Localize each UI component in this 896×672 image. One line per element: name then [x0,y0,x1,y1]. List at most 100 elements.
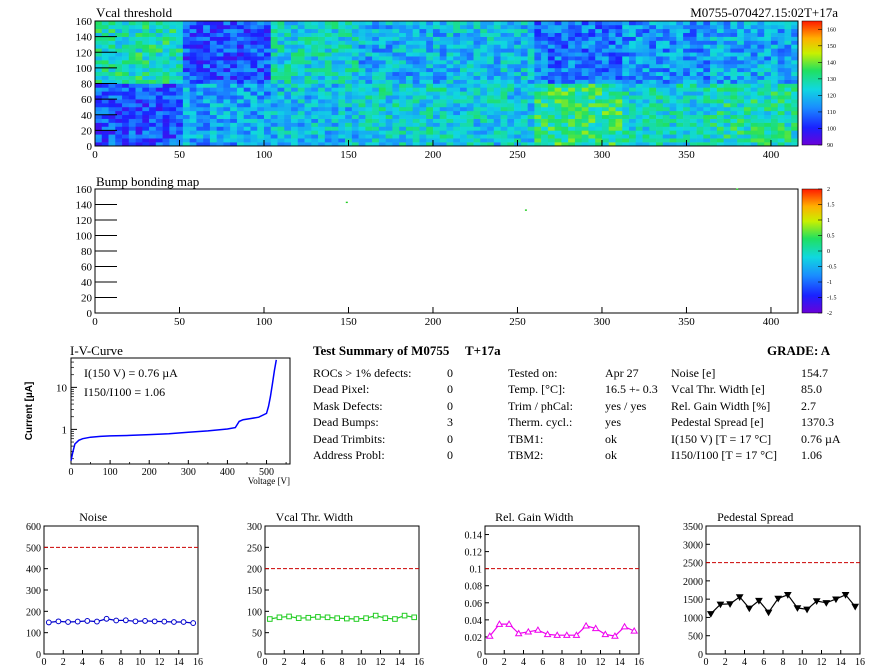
gain_width-y-tick-label: 0.1 [470,565,483,576]
y-tick-label: 20 [81,293,93,305]
colorbar-tick-label: 100 [827,126,836,132]
bump-bonding-points [345,188,739,211]
gain_width-x-tick-label: 0 [483,657,488,668]
pedestal-point [726,601,734,608]
gain_width-line [489,623,635,637]
vcal_width-x-tick-label: 4 [301,657,306,668]
noise-x-tick-label: 0 [42,657,47,668]
pedestal-point [764,609,773,617]
iv-y-tick-label: 10 [56,382,68,394]
noise-point [161,618,168,625]
colorbar-tick-label: 110 [827,110,836,116]
vcal_width-point [411,614,417,621]
y-tick-label: 40 [81,277,93,289]
colorbar-tick-label: -0.5 [827,265,837,271]
y-tick-label: 40 [81,110,93,122]
gain_width-x-tick-label: 4 [521,657,526,668]
noise-point [190,620,197,626]
x-tick-label: 100 [256,316,273,328]
colorbar-tick-label: -1 [827,280,832,286]
pedestal-point [755,597,763,605]
x-tick-label: 0 [92,316,98,328]
vcal_width-point [276,614,283,621]
gain_width-point [611,632,619,639]
vcal_width-x-tick-label: 12 [376,657,386,668]
vcal_width-y-tick-label: 200 [247,565,262,576]
pedestal-title: Pedestal Spread [717,510,793,524]
colorbar-tick-label: -2 [827,311,832,317]
y-tick-label: 120 [76,215,93,227]
iv-annotation-current: I(150 V) = 0.76 µA [84,366,178,380]
noise-y-tick-label: 500 [26,543,41,554]
gain_width-x-tick-label: 14 [615,657,625,668]
gain_width-point [562,631,571,638]
y-tick-label: 160 [76,16,93,28]
pedestal-plot: Pedestal Spread 0 2 4 6 8 10 12 14 16 0 500 1000 1500… [683,510,865,668]
iv-x-tick-label: 300 [181,467,196,478]
noise-x-tick-label: 6 [99,657,104,668]
noise-point [65,619,71,625]
gain_width-y-tick-label: 0 [477,650,482,661]
iv-curve-panel: I-V-Curve 0 100 200 300 400 500 1 10 I(150 V) =… [24,343,291,486]
vcal_width-x-tick-label: 2 [282,657,287,668]
gain_width-y-tick-label: 0.12 [465,548,483,559]
vcal-threshold-colorbar: 90 100 110 120 130 140 150 160 [801,20,836,149]
dead-bump-point [524,209,527,211]
vcal_width-point [392,616,398,622]
colorbar-tick-label: 90 [827,143,833,149]
pedestal-point [716,601,725,609]
x-tick-label: 50 [174,149,186,161]
gain_width-x-tick-label: 8 [560,657,565,668]
gain_width-point [591,624,600,632]
iv-annotation-ratio: I150/I100 = 1.06 [84,385,165,399]
noise-point [171,619,177,625]
bump-bonding-panel: Bump bonding map 0 50 100 150 200 250 300 350 40… [76,174,837,328]
vcal_width-point [363,615,369,621]
gain_width-point [534,626,542,633]
iv-curve-title: I-V-Curve [70,343,123,358]
gain_width-frame [484,525,640,655]
vcal_width-x-tick-label: 16 [414,657,424,668]
x-tick-label: 200 [425,316,442,328]
y-tick-label: 160 [76,184,93,196]
y-tick-label: 0 [87,141,93,153]
vcal_width-x-tick-label: 0 [263,657,268,668]
gain_width-point [572,631,581,638]
gain_width-y-tick-label: 0.02 [465,633,483,644]
noise-plot: Noise 0 2 4 6 8 10 12 14 16 0 100 200 300 400 500 600 [26,510,203,668]
noise-point [84,618,91,624]
noise-point [132,618,139,625]
x-tick-label: 150 [340,149,357,161]
pedestal-frame [705,525,861,655]
y-tick-label: 0 [87,308,93,320]
gain_width-x-tick-label: 12 [596,657,606,668]
gain_width-point [630,626,639,634]
x-tick-label: 200 [425,149,442,161]
vcal_width-point [267,616,273,622]
noise-x-tick-label: 10 [135,657,145,668]
vcal_width-point [401,612,408,619]
vcal_width-title: Vcal Thr. Width [276,510,353,524]
pedestal-y-tick-label: 2500 [683,559,703,570]
gain_width-point [514,629,523,637]
pedestal-x-tick-label: 10 [797,657,807,668]
gain_width-title: Rel. Gain Width [495,510,573,524]
vcal-threshold-title: Vcal threshold [96,5,173,20]
x-tick-label: 350 [678,149,695,161]
noise-title: Noise [79,510,107,524]
vcal_width-point [305,614,312,621]
vcal_width-frame [264,525,420,655]
vcal_width-y-tick-label: 150 [247,586,262,597]
gain_width-x-tick-label: 6 [540,657,545,668]
y-tick-label: 20 [81,125,93,137]
y-tick-label: 60 [81,262,93,274]
x-tick-label: 300 [594,149,611,161]
gain_width-point [620,622,629,630]
x-tick-label: 400 [763,316,780,328]
gain_width-plot: Rel. Gain Width 0 2 4 6 8 10 12 14 16 0 0.02 0.04 0.0… [465,510,645,668]
gain_width-point [543,630,552,638]
y-tick-label: 80 [81,246,93,258]
noise-frame [43,525,199,655]
pedestal-x-tick-label: 6 [761,657,766,668]
